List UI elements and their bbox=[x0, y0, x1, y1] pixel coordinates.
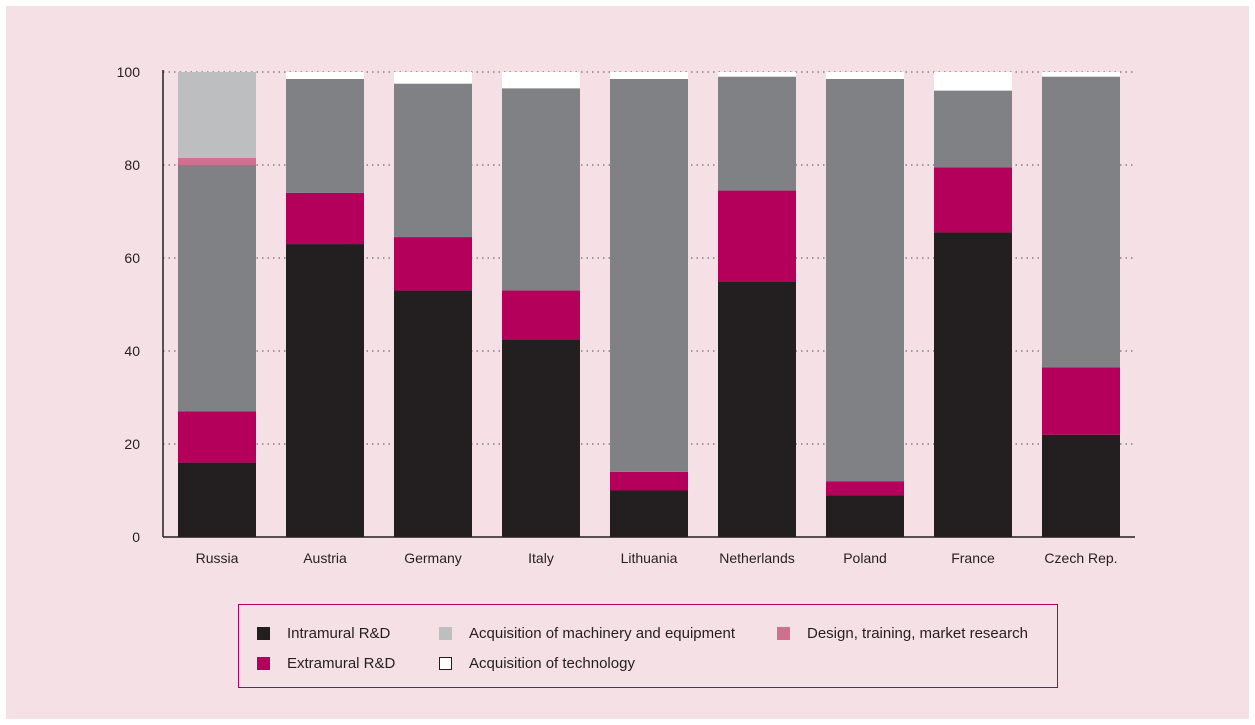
bar-italy-series-1 bbox=[502, 290, 580, 340]
legend-label-technology: Acquisition of technology bbox=[469, 654, 635, 672]
x-tick-label-lithuania: Lithuania bbox=[621, 550, 678, 566]
x-tick-label-poland: Poland bbox=[843, 550, 887, 566]
legend-swatch-design bbox=[777, 626, 790, 640]
bar-czech-rep--series-2 bbox=[1042, 76, 1120, 368]
legend-label-intramural: Intramural R&D bbox=[287, 624, 391, 642]
bar-france-series-0 bbox=[934, 232, 1012, 538]
y-tick-label-60: 60 bbox=[124, 250, 140, 266]
bar-france-series-2 bbox=[934, 90, 1012, 168]
x-tick-label-netherlands: Netherlands bbox=[719, 550, 795, 566]
bar-russia-series-2 bbox=[178, 165, 256, 412]
bar-czech-rep--series-1 bbox=[1042, 367, 1120, 435]
x-tick-label-italy: Italy bbox=[528, 550, 554, 566]
bar-germany-series-0 bbox=[394, 290, 472, 537]
legend-item-machinery: Acquisition of machinery and equipment bbox=[439, 623, 735, 643]
x-tick-label-russia: Russia bbox=[196, 550, 239, 566]
bar-russia-top-segment bbox=[178, 72, 256, 159]
bar-austria-series-2 bbox=[286, 78, 364, 193]
bar-poland-series-4 bbox=[826, 72, 904, 79]
legend-item-intramural: Intramural R&D bbox=[257, 623, 390, 643]
legend-label-machinery: Acquisition of machinery and equipment bbox=[469, 624, 735, 642]
bar-netherlands-series-4 bbox=[718, 72, 796, 77]
x-tick-label-czech-rep-: Czech Rep. bbox=[1044, 550, 1117, 566]
bar-lithuania-series-0 bbox=[610, 490, 688, 537]
bar-russia-series-3 bbox=[178, 158, 256, 165]
y-tick-label-40: 40 bbox=[124, 343, 140, 359]
y-tick-label-0: 0 bbox=[132, 529, 140, 545]
x-tick-label-austria: Austria bbox=[303, 550, 347, 566]
bar-lithuania-series-4 bbox=[610, 72, 688, 79]
legend-item-technology: Acquisition of technology bbox=[439, 653, 635, 673]
legend-item-extramural: Extramural R&D bbox=[257, 653, 395, 673]
bar-russia-series-1 bbox=[178, 411, 256, 463]
bar-poland-series-1 bbox=[826, 481, 904, 496]
bar-germany-series-2 bbox=[394, 83, 472, 238]
bar-italy-series-4 bbox=[502, 72, 580, 89]
bar-austria-series-4 bbox=[286, 72, 364, 79]
chart-legend: Intramural R&D Acquisition of machinery … bbox=[238, 604, 1058, 688]
bar-czech-rep--series-4 bbox=[1042, 72, 1120, 77]
bar-italy-series-2 bbox=[502, 88, 580, 291]
bar-austria-series-0 bbox=[286, 244, 364, 538]
bar-czech-rep--series-0 bbox=[1042, 434, 1120, 537]
bar-netherlands-series-2 bbox=[718, 76, 796, 191]
bar-netherlands-series-1 bbox=[718, 190, 796, 282]
legend-swatch-technology bbox=[439, 656, 452, 670]
bar-poland-series-2 bbox=[826, 78, 904, 482]
x-tick-label-france: France bbox=[951, 550, 995, 566]
y-tick-label-80: 80 bbox=[124, 157, 140, 173]
legend-label-extramural: Extramural R&D bbox=[287, 654, 396, 672]
x-tick-label-germany: Germany bbox=[404, 550, 462, 566]
legend-swatch-extramural bbox=[257, 656, 270, 670]
bar-russia-series-0 bbox=[178, 462, 256, 537]
bar-germany-series-1 bbox=[394, 237, 472, 291]
bar-italy-series-0 bbox=[502, 339, 580, 537]
bar-france-series-4 bbox=[934, 72, 1012, 91]
legend-swatch-intramural bbox=[257, 626, 270, 640]
bar-poland-series-0 bbox=[826, 495, 904, 537]
y-tick-label-20: 20 bbox=[124, 436, 140, 452]
bar-lithuania-series-1 bbox=[610, 471, 688, 491]
bar-austria-series-1 bbox=[286, 192, 364, 245]
bar-lithuania-series-2 bbox=[610, 78, 688, 472]
legend-swatch-machinery bbox=[439, 626, 452, 640]
y-tick-label-100: 100 bbox=[117, 64, 141, 80]
bar-germany-series-4 bbox=[394, 72, 472, 84]
bar-netherlands-series-0 bbox=[718, 281, 796, 537]
legend-label-design: Design, training, market research bbox=[807, 624, 1028, 642]
bar-france-series-1 bbox=[934, 167, 1012, 233]
legend-item-design: Design, training, market research bbox=[777, 623, 1028, 643]
